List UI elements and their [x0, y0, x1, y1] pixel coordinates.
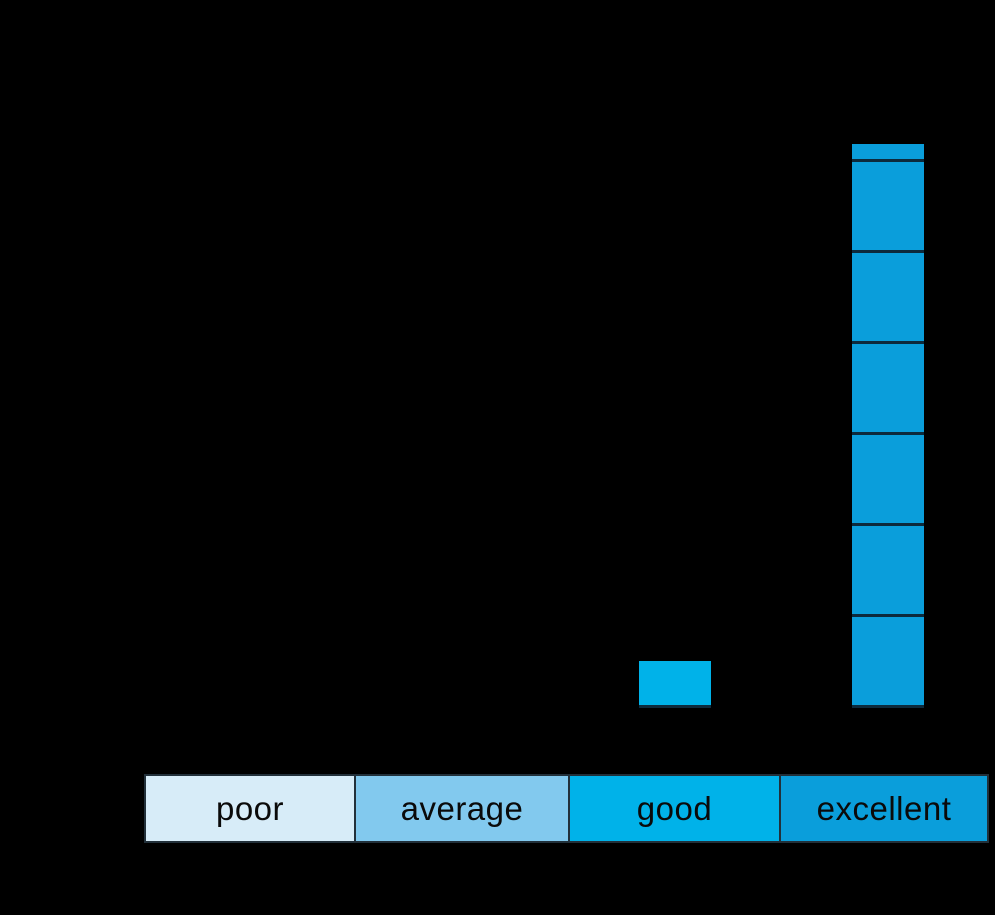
- category-cell-poor: poor: [144, 774, 356, 843]
- bar-segment: [852, 162, 924, 250]
- gridline-separator: [852, 341, 924, 344]
- bar-segment: [852, 617, 924, 705]
- gridline-separator: [852, 523, 924, 526]
- bar-segment: [639, 661, 711, 705]
- gridline-separator: [852, 250, 924, 253]
- axis-baseline: [639, 705, 711, 708]
- category-label: poor: [215, 790, 285, 827]
- axis-baseline: [852, 705, 924, 708]
- bar-segment: [852, 144, 924, 159]
- gridline-separator: [852, 159, 924, 162]
- category-cell-good: good: [570, 774, 781, 843]
- bar-segment: [852, 435, 924, 523]
- category-label: good: [636, 790, 713, 827]
- bar-segment: [852, 253, 924, 341]
- category-cell-average: average: [356, 774, 570, 843]
- bar-segment: [852, 526, 924, 614]
- category-label: average: [400, 790, 524, 827]
- bar-segment: [852, 344, 924, 432]
- gridline-separator: [852, 432, 924, 435]
- category-label: excellent: [816, 790, 952, 827]
- gridline-separator: [852, 614, 924, 617]
- bar-excellent: [852, 144, 924, 708]
- bar-good: [639, 661, 711, 708]
- category-cell-excellent: excellent: [781, 774, 989, 843]
